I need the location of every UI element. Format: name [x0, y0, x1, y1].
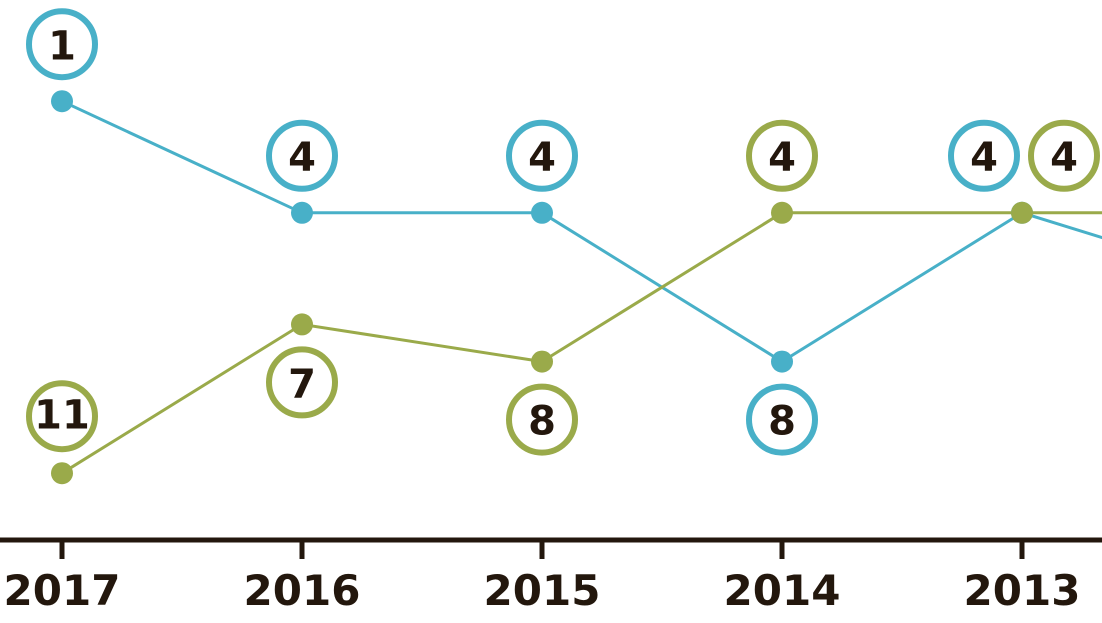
data-point: [51, 462, 73, 485]
series-line-1: [61, 211, 1102, 475]
rank-label: 4: [970, 135, 998, 181]
series-lines: [51, 90, 1102, 485]
rank-badge: [26, 380, 98, 453]
rank-label: 4: [1050, 135, 1078, 181]
series-line-0: [61, 99, 1102, 364]
x-tick-label: 2015: [484, 566, 601, 615]
rank-badge: [506, 383, 578, 456]
rank-label: 1: [48, 23, 76, 69]
x-axis-ticks: 201720162015201420132012: [4, 540, 1081, 615]
rank-label: 7: [288, 362, 316, 408]
rank-label: 8: [768, 399, 796, 445]
rank-badge: [948, 119, 1020, 192]
data-point: [291, 201, 313, 224]
rank-label: 4: [288, 135, 316, 181]
rank-label: 4: [528, 135, 556, 181]
rank-badge: [266, 346, 338, 419]
data-point: [51, 90, 73, 113]
rank-badge: [266, 119, 338, 192]
rank-badge: [506, 119, 578, 192]
rank-badge: [1028, 119, 1100, 192]
x-tick-label: 2014: [724, 566, 841, 615]
rank-badge: [26, 8, 98, 81]
x-tick-label: 2013: [964, 566, 1081, 615]
data-point: [1011, 201, 1033, 224]
data-point: [771, 201, 793, 224]
data-point: [771, 350, 793, 373]
rank-label: 8: [528, 399, 556, 445]
rank-label: 11: [34, 392, 90, 438]
data-point: [291, 313, 313, 336]
rank-badge: [746, 119, 818, 192]
rank-label: 4: [768, 135, 796, 181]
data-point: [531, 350, 553, 373]
rank-labels: 1448461178444: [26, 8, 1100, 456]
x-tick-label: 2016: [244, 566, 361, 615]
x-tick-label: 2017: [4, 566, 121, 615]
rank-badge: [746, 383, 818, 456]
data-point: [531, 201, 553, 224]
